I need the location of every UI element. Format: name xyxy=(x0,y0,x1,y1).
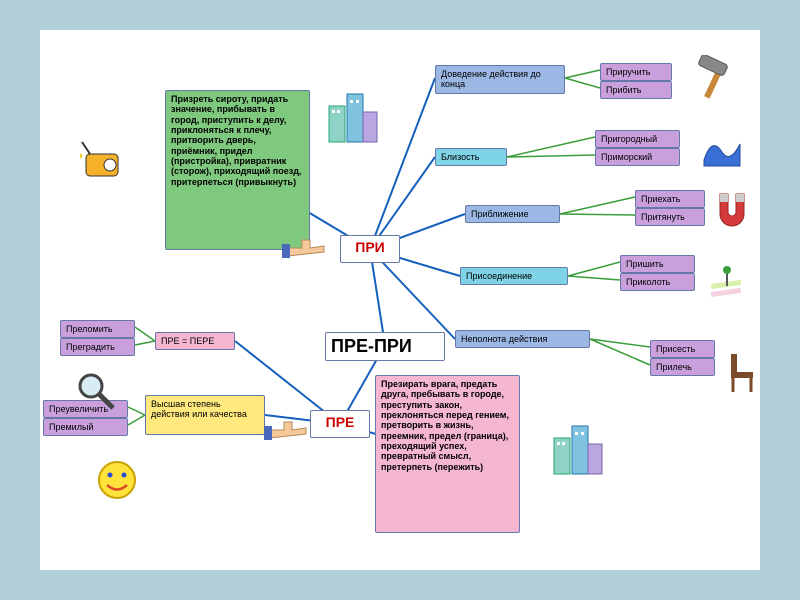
wave-icon xyxy=(700,130,745,175)
example-prib-0: Приехать xyxy=(635,190,705,208)
branch-bliz: Близость xyxy=(435,148,507,166)
textblock-pre_words: Презирать врага, предать друга, пребыват… xyxy=(375,375,520,533)
example-prib-1: Притянуть xyxy=(635,208,705,226)
example-high-1: Премилый xyxy=(43,418,128,436)
hand-icon xyxy=(280,230,328,270)
buildings-icon xyxy=(325,88,380,153)
branch-pris: Присоединение xyxy=(460,267,568,285)
hammer-icon xyxy=(685,55,740,110)
svg-text:↓↓: ↓↓ xyxy=(718,190,732,191)
example-bliz-1: Приморский xyxy=(595,148,680,166)
example-nepol-1: Прилечь xyxy=(650,358,715,376)
example-nepol-0: Присесть xyxy=(650,340,715,358)
hub-pre: ПРЕ xyxy=(310,410,370,438)
example-dov-0: Приручить xyxy=(600,63,672,81)
branch-dov: Доведение действия до конца xyxy=(435,65,565,94)
example-pris-1: Приколоть xyxy=(620,273,695,291)
magnet-icon: ↓↓ xyxy=(712,190,752,240)
hub-pri: ПРИ xyxy=(340,235,400,263)
branch-prib: Приближение xyxy=(465,205,560,223)
example-dov-1: Прибить xyxy=(600,81,672,99)
branch-nepol: Неполнота действия xyxy=(455,330,590,348)
diagram-canvas: ПРЕ-ПРИ ПРИ ПРЕ Доведение действия до конца… xyxy=(40,30,760,570)
example-pere-1: Преградить xyxy=(60,338,135,356)
hand-icon xyxy=(262,412,310,452)
radio-icon xyxy=(80,140,125,190)
branch-high: Высшая степень действия или качества xyxy=(145,395,265,435)
example-bliz-0: Пригородный xyxy=(595,130,680,148)
center-node: ПРЕ-ПРИ xyxy=(325,332,445,361)
smiley-icon xyxy=(95,458,140,508)
textblock-pri_words: Призреть сироту, придать значение, прибы… xyxy=(165,90,310,250)
pins-icon xyxy=(705,260,750,310)
buildings-icon xyxy=(550,420,605,485)
chair-icon xyxy=(725,350,760,400)
branch-pere: ПРЕ = ПЕРЕ xyxy=(155,332,235,350)
magnifier-icon xyxy=(75,370,120,420)
example-pris-0: Пришить xyxy=(620,255,695,273)
example-pere-0: Преломить xyxy=(60,320,135,338)
